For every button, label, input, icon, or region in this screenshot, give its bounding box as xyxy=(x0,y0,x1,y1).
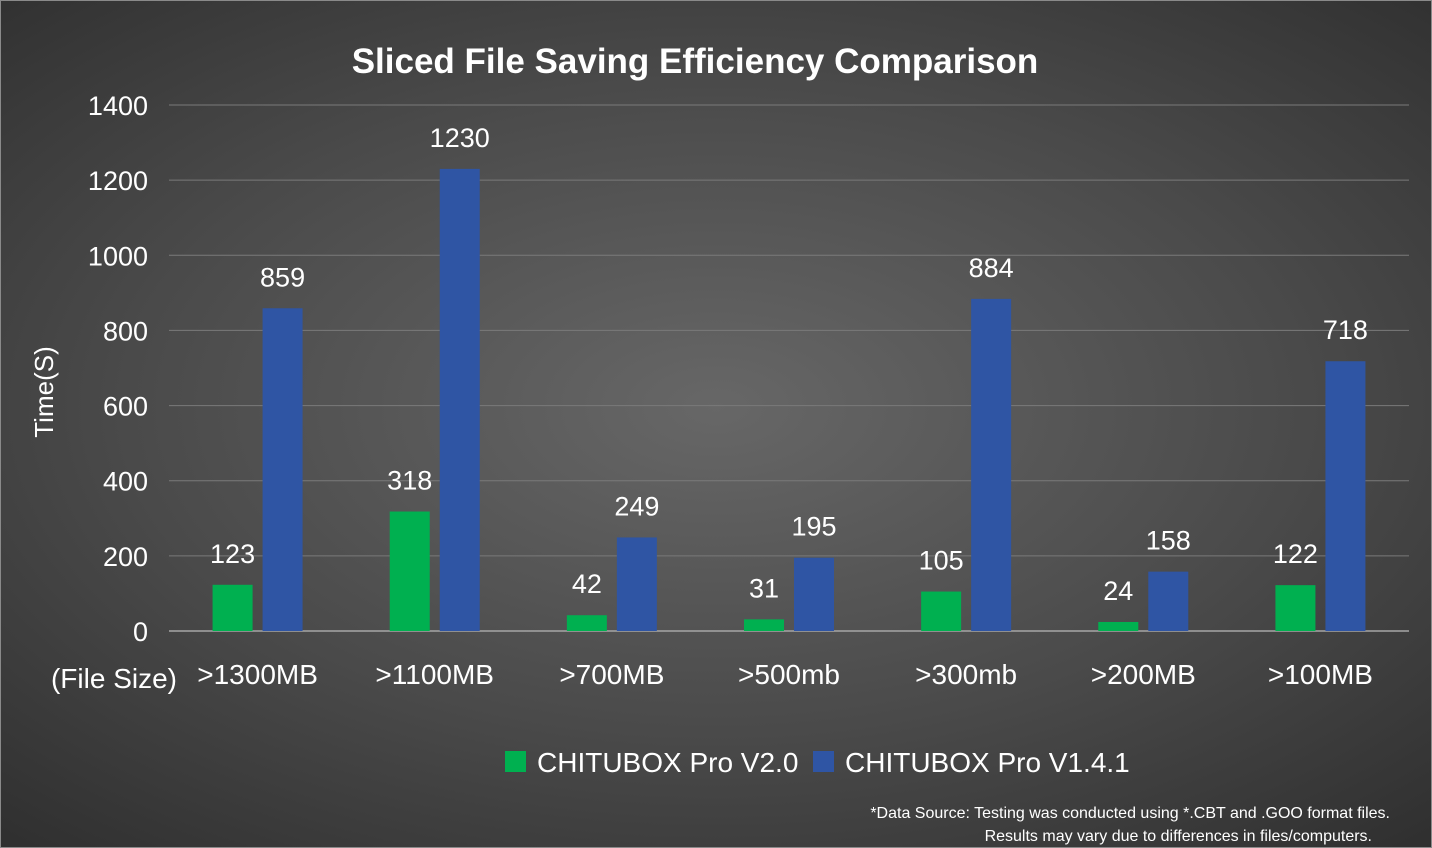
y-tick-label: 600 xyxy=(103,392,148,422)
x-tick-label: >700MB xyxy=(559,659,664,690)
y-tick-label: 1200 xyxy=(88,166,148,196)
bar-v2-0 xyxy=(744,619,784,631)
y-axis-ticks: 0 200 400 600 800 1000 1200 1400 xyxy=(88,91,148,647)
data-label: 123 xyxy=(210,539,255,569)
legend-swatch xyxy=(505,751,526,772)
y-tick-label: 0 xyxy=(133,617,148,647)
bar-v1-4-1 xyxy=(1148,571,1189,631)
x-tick-label: >200MB xyxy=(1091,659,1196,690)
x-tick-label: >300mb xyxy=(915,659,1017,690)
y-tick-label: 200 xyxy=(103,542,148,572)
data-label: 31 xyxy=(749,573,779,603)
legend-label: CHITUBOX Pro V2.0 xyxy=(537,747,798,778)
bar-v1-4-1 xyxy=(439,168,480,631)
bar-v2-0 xyxy=(1098,621,1139,631)
bar-v1-4-1 xyxy=(1325,361,1366,631)
bar-v1-4-1 xyxy=(262,308,303,631)
data-label: 195 xyxy=(791,512,836,542)
footnote-line-1: *Data Source: Testing was conducted usin… xyxy=(870,805,1390,822)
bar-v2-0 xyxy=(566,615,607,631)
gridlines xyxy=(169,104,1409,632)
bars xyxy=(212,168,1366,631)
footnote-line-2: Results may vary due to differences in f… xyxy=(985,828,1372,845)
x-tick-label: >100MB xyxy=(1268,659,1373,690)
data-label: 1230 xyxy=(430,123,490,153)
data-label: 884 xyxy=(969,253,1014,283)
data-label: 158 xyxy=(1146,526,1191,556)
y-tick-label: 400 xyxy=(103,467,148,497)
legend-swatch xyxy=(813,751,834,772)
bar-v1-4-1 xyxy=(971,298,1012,631)
y-tick-label: 1400 xyxy=(88,91,148,121)
legend: CHITUBOX Pro V2.0 CHITUBOX Pro V1.4.1 xyxy=(505,747,1130,778)
data-label: 859 xyxy=(260,262,305,292)
x-tick-label: >1100MB xyxy=(375,659,494,690)
data-label: 318 xyxy=(387,466,432,496)
chart-title: Sliced File Saving Efficiency Comparison xyxy=(352,42,1039,81)
bar-v1-4-1 xyxy=(616,537,657,631)
bar-v2-0 xyxy=(389,511,430,631)
data-labels: 123 859 318 1230 42 249 31 195 105 884 24 158 122 718 xyxy=(210,123,1368,606)
data-label: 24 xyxy=(1103,576,1133,606)
data-label: 122 xyxy=(1273,539,1318,569)
legend-label: CHITUBOX Pro V1.4.1 xyxy=(845,747,1130,778)
bar-v1-4-1 xyxy=(794,557,834,631)
x-axis-ticks: >1300MB >1100MB >700MB >500mb >300mb >200MB >1… xyxy=(197,659,1373,690)
bar-v2-0 xyxy=(212,584,253,631)
bar-v2-0 xyxy=(921,591,962,631)
data-label: 249 xyxy=(614,491,659,521)
x-tick-label: >1300MB xyxy=(197,659,318,690)
data-label: 718 xyxy=(1323,315,1368,345)
y-axis-label: Time(S) xyxy=(29,346,59,437)
y-tick-label: 1000 xyxy=(88,241,148,271)
x-tick-label: >500mb xyxy=(738,659,840,690)
bar-v2-0 xyxy=(1275,585,1316,631)
x-axis-label: (File Size) xyxy=(51,663,177,694)
data-label: 42 xyxy=(572,569,602,599)
data-label: 105 xyxy=(919,546,964,576)
y-tick-label: 800 xyxy=(103,316,148,346)
